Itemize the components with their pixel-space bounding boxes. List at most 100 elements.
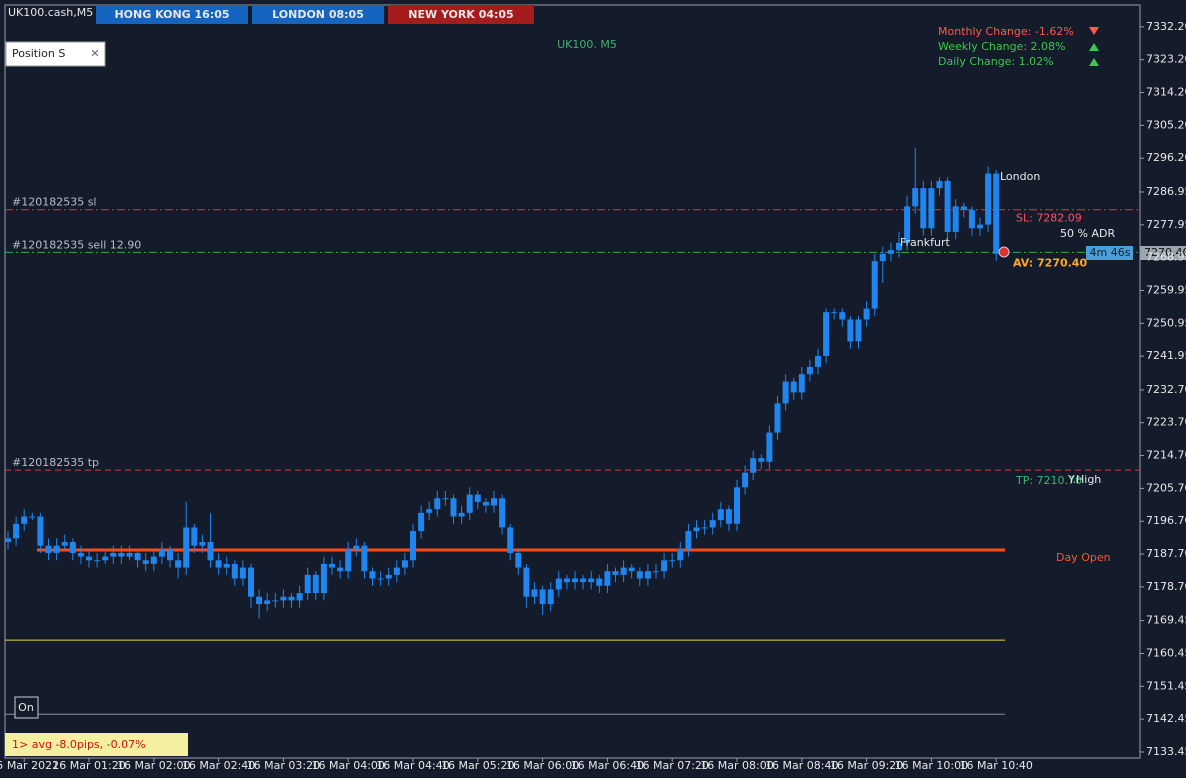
- candle-body: [612, 571, 619, 575]
- level-tag: SL: 7282.09: [1016, 212, 1082, 225]
- candle-body: [393, 567, 400, 575]
- x-tick-label: 16 Mar 04:40: [376, 759, 449, 772]
- candle-body: [13, 523, 20, 539]
- chart-title: UK100. M5: [557, 38, 617, 51]
- timer-box: [1086, 246, 1133, 260]
- avg-info-box: [5, 733, 188, 756]
- candle-body: [539, 589, 546, 605]
- y-tick-label: 7232.70: [1146, 383, 1186, 396]
- x-tick-label: 16 Mar 02:00: [117, 759, 190, 772]
- candle-body: [369, 571, 376, 579]
- up-arrow: [1089, 43, 1099, 51]
- candle-body: [94, 560, 101, 562]
- candle-body: [701, 527, 708, 529]
- candle-body: [304, 574, 311, 594]
- candle-body: [312, 574, 319, 594]
- candle-body: [329, 563, 335, 568]
- candle-body: [434, 498, 441, 510]
- level-tag: TP: 7210.70: [1015, 474, 1082, 487]
- monthly-change: Monthly Change: -1.62%: [938, 25, 1074, 38]
- candle-body: [644, 571, 651, 579]
- candle-body: [37, 516, 44, 546]
- x-tick-label: 16 Mar 06:00: [506, 759, 579, 772]
- candle-body: [86, 556, 92, 561]
- candle-body: [669, 560, 676, 562]
- close-icon[interactable]: ✕: [90, 47, 99, 60]
- candle-body: [491, 498, 497, 506]
- y-tick-label: 7133.45: [1146, 745, 1186, 758]
- x-tick-label: 16 Mar 10:00: [895, 759, 968, 772]
- level-label: #120182535 sell 12.90: [12, 238, 141, 251]
- x-tick-label: 16 Mar 01:20: [52, 759, 125, 772]
- candle-body: [515, 552, 522, 568]
- price-tag-box: [1140, 246, 1186, 260]
- candle-body: [677, 549, 684, 561]
- x-tick-label: 16 Mar 09:20: [830, 759, 903, 772]
- candle-body: [750, 458, 757, 473]
- timer: 4m 46s: [1090, 246, 1131, 259]
- on-button[interactable]: [14, 696, 39, 719]
- on-button-label[interactable]: On: [18, 701, 34, 714]
- candle-body: [855, 319, 862, 342]
- candle-body: [620, 567, 627, 575]
- candle-body: [337, 567, 344, 572]
- candle-body: [183, 527, 190, 568]
- candle-body: [272, 600, 279, 602]
- candle-body: [563, 578, 570, 583]
- candle-body: [798, 374, 805, 393]
- candle-body: [879, 253, 886, 262]
- candle-body: [191, 527, 198, 546]
- candle-body: [531, 589, 538, 597]
- candle-body: [53, 545, 60, 553]
- session-label: London: [1000, 170, 1040, 183]
- x-tick-label: 16 Mar 10:40: [959, 759, 1032, 772]
- candle-body: [523, 567, 530, 597]
- position-panel-label[interactable]: Position S: [12, 47, 65, 60]
- candle-body: [887, 250, 894, 254]
- candle-body: [904, 206, 911, 243]
- down-arrow: [1089, 27, 1099, 35]
- candle-body: [977, 224, 983, 229]
- candle-body: [693, 527, 700, 532]
- candle-body: [725, 509, 732, 524]
- candle-body: [401, 560, 408, 568]
- clock: HONG KONG 16:05: [114, 8, 229, 21]
- level-tag: Day Open: [1056, 551, 1111, 564]
- candle-body: [912, 188, 919, 207]
- candle-body: [345, 549, 352, 572]
- candle-body: [239, 567, 246, 579]
- clock-box: [252, 5, 384, 24]
- level-tag: AV: 7270.40: [1013, 256, 1087, 269]
- symbol-label: UK100.cash,M5: [8, 6, 93, 19]
- x-tick-label: 16 Mar 05:20: [441, 759, 514, 772]
- candle-body: [223, 563, 230, 568]
- candle-body: [936, 180, 943, 189]
- candle-body: [782, 381, 789, 404]
- candle-body: [102, 556, 109, 561]
- candle-body: [952, 206, 959, 232]
- y-tick-label: 7314.20: [1146, 86, 1186, 99]
- position-panel[interactable]: [5, 41, 106, 67]
- candle-body: [806, 366, 813, 375]
- y-tick-label: 7332.20: [1146, 20, 1186, 33]
- candle-body: [248, 567, 254, 597]
- candle-body: [499, 498, 506, 528]
- up-arrow: [1089, 58, 1099, 66]
- y-tick-label: 7286.95: [1146, 185, 1186, 198]
- candle-body: [77, 552, 84, 557]
- candle-body: [482, 501, 489, 506]
- level-label: #120182535 tp: [12, 456, 99, 469]
- level-label: #120182535 sl: [12, 196, 97, 209]
- y-tick-label: 7205.70: [1146, 481, 1186, 494]
- candle-body: [993, 173, 1000, 254]
- x-tick-label: 15 Mar 2022: [0, 759, 59, 772]
- candle-body: [288, 596, 295, 601]
- clock-box: [388, 5, 534, 24]
- y-tick-label: 7323.20: [1146, 53, 1186, 66]
- candle-body: [774, 403, 781, 433]
- y-tick-label: 7277.95: [1146, 218, 1186, 231]
- y-tick-label: 7178.70: [1146, 580, 1186, 593]
- candle-body: [839, 312, 846, 320]
- candle-body: [5, 538, 11, 543]
